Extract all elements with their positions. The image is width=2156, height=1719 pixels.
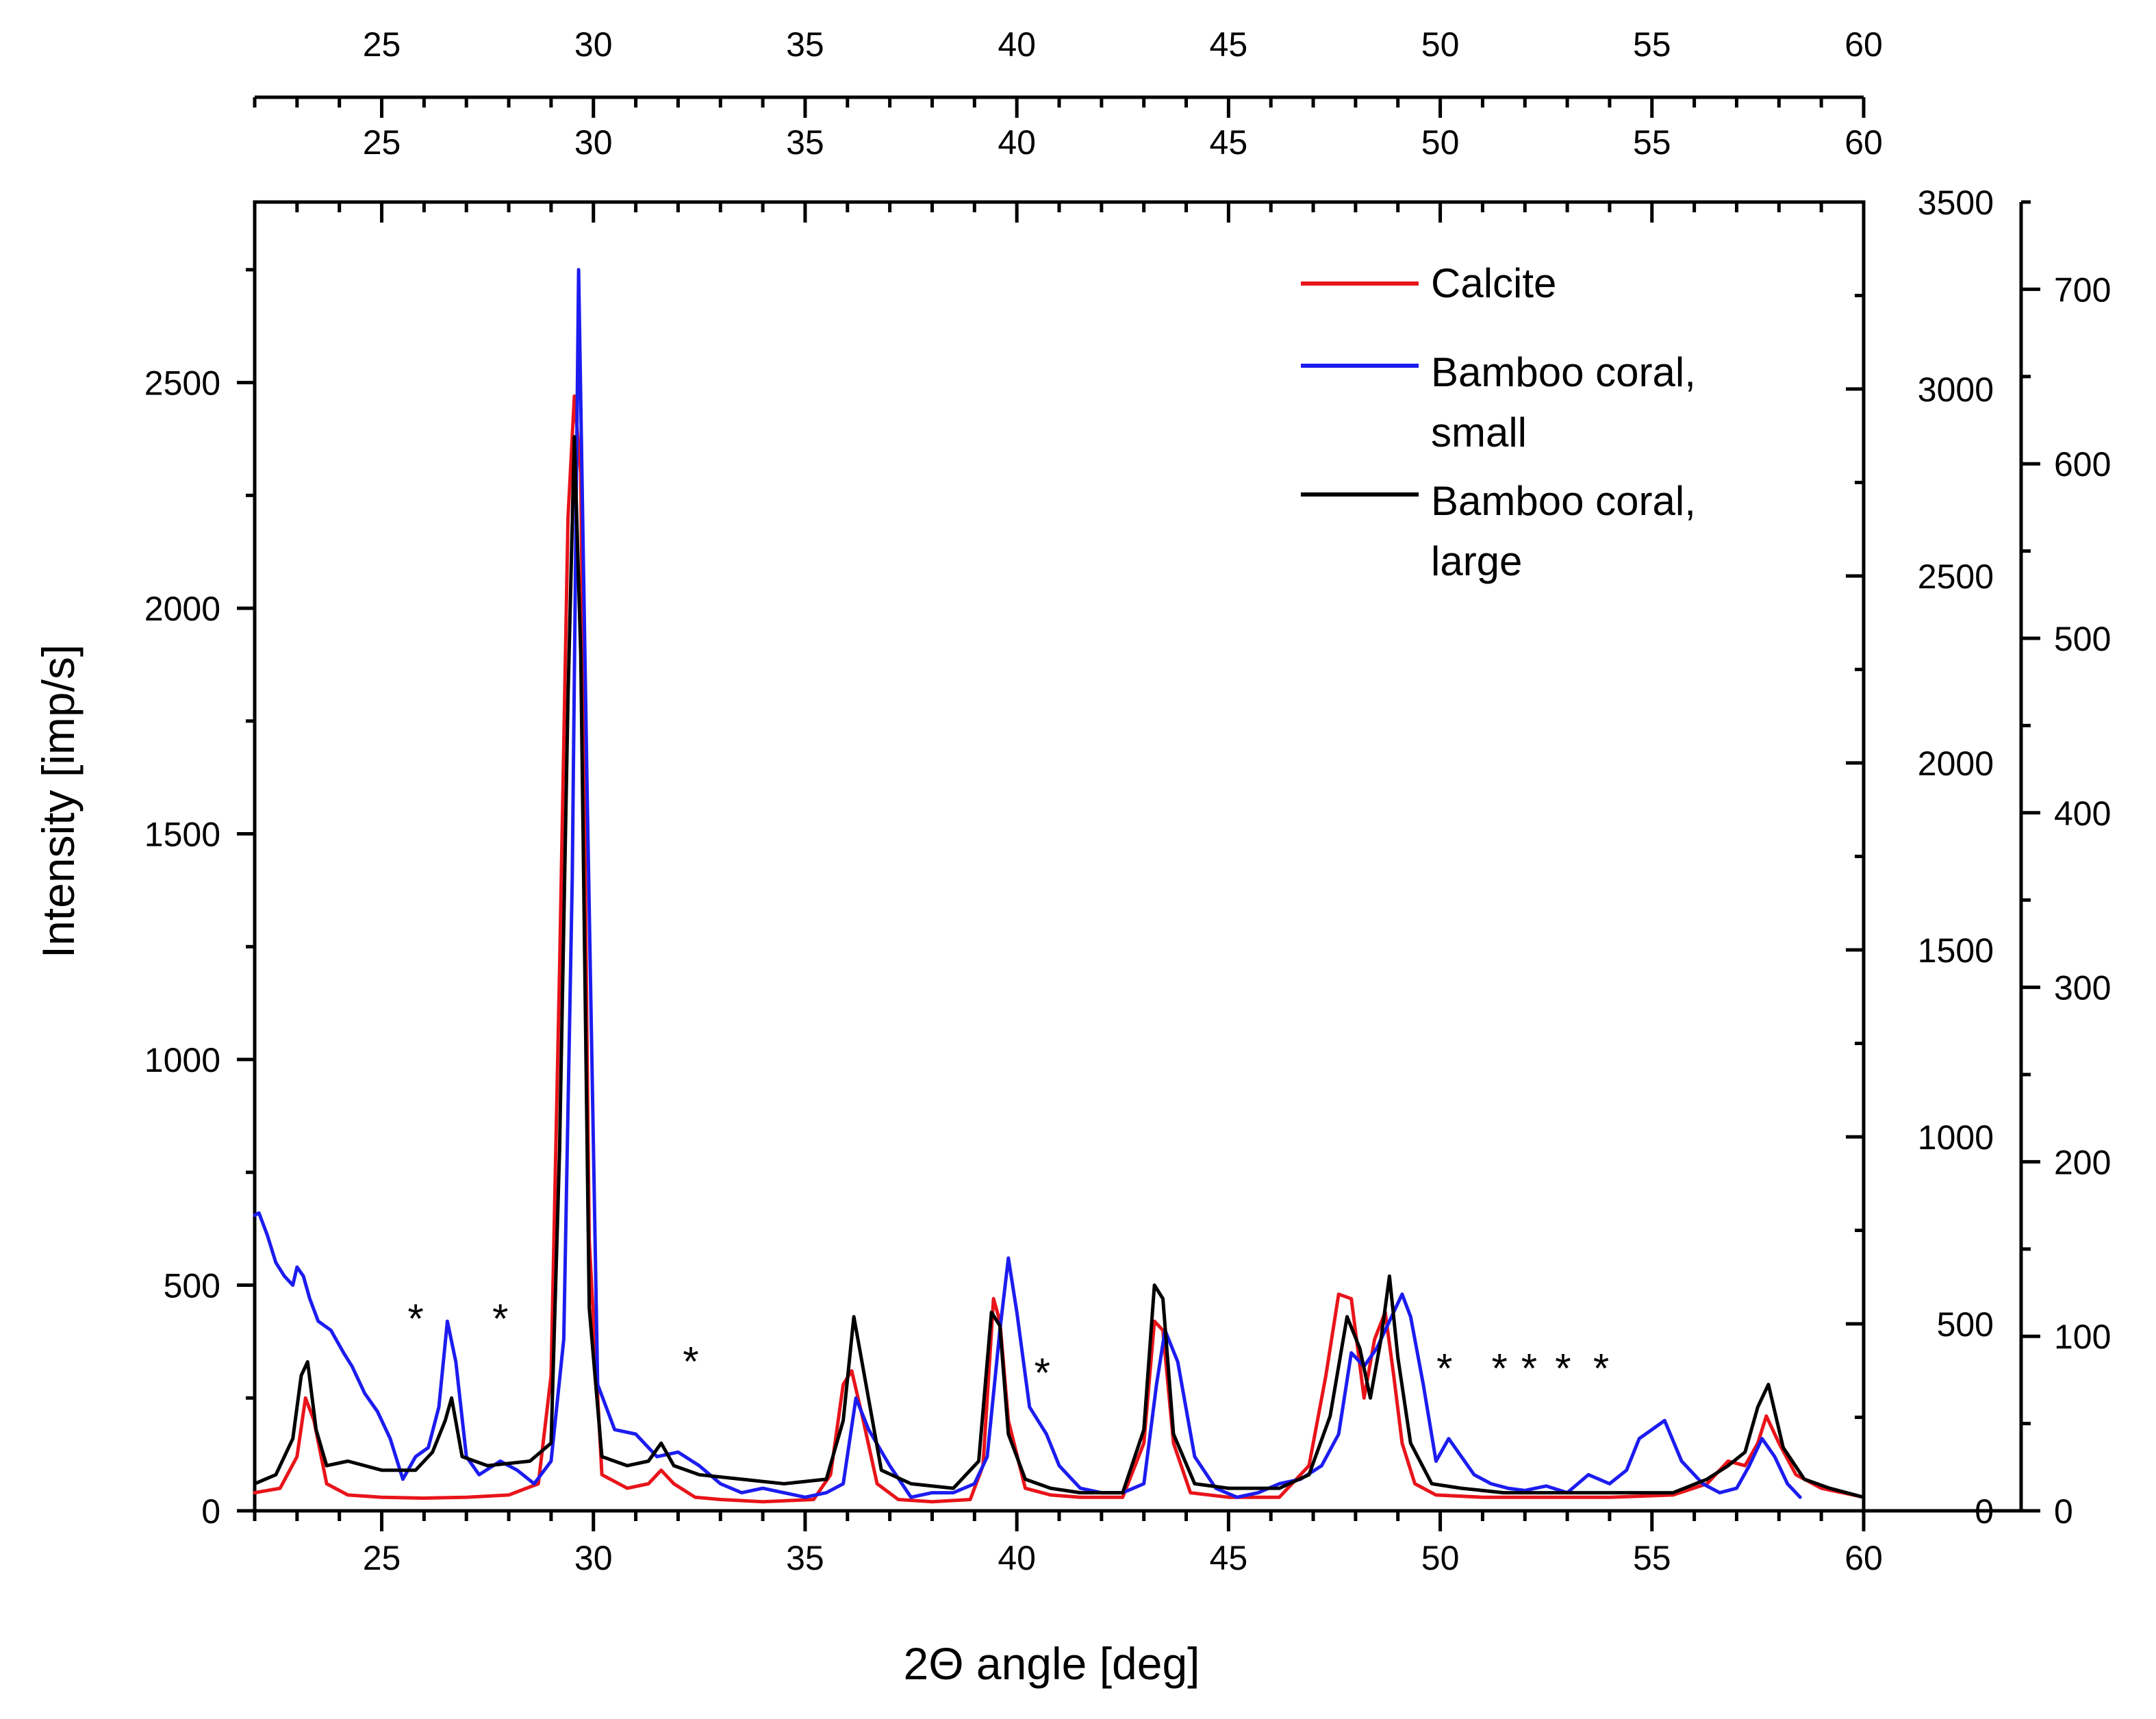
annotations: * * * * * * * * * bbox=[407, 1296, 1609, 1396]
x-tick-label: 25 bbox=[363, 1539, 401, 1577]
y2-tick-label: 3000 bbox=[1918, 371, 1994, 409]
legend-label-calcite: Calcite bbox=[1431, 260, 1556, 306]
legend-label-bamboo-large-line2: large bbox=[1431, 538, 1522, 584]
annotation-asterisk: * bbox=[407, 1296, 423, 1342]
legend-label-bamboo-small-line1: Bamboo coral, bbox=[1431, 349, 1696, 395]
x-tick-label: 35 bbox=[786, 1539, 824, 1577]
data-series bbox=[253, 268, 1866, 1504]
y-tick-label: 0 bbox=[201, 1492, 220, 1531]
x-tick-label-top-inner: 35 bbox=[786, 123, 824, 162]
annotation-asterisk: * bbox=[492, 1296, 508, 1342]
x-tick-label-top: 30 bbox=[574, 25, 613, 64]
x-tick-label-top-inner: 50 bbox=[1421, 123, 1460, 162]
y-tick-label: 1000 bbox=[144, 1041, 220, 1079]
y3-tick-label: 400 bbox=[2054, 794, 2111, 833]
x-tick-label-top: 40 bbox=[998, 25, 1036, 64]
x-tick-label: 45 bbox=[1210, 1539, 1248, 1577]
y3-tick-label: 100 bbox=[2054, 1318, 2111, 1356]
x-tick-label-top-inner: 55 bbox=[1633, 123, 1671, 162]
annotation-asterisk: * bbox=[1593, 1346, 1609, 1392]
x-tick-label-top-inner: 40 bbox=[998, 123, 1036, 162]
y3-tick-label: 700 bbox=[2054, 271, 2111, 309]
x-tick-label: 50 bbox=[1421, 1539, 1460, 1577]
x-tick-label: 55 bbox=[1633, 1539, 1671, 1577]
y2-tick-label: 500 bbox=[1937, 1305, 1994, 1344]
annotation-asterisk: * bbox=[683, 1339, 698, 1385]
y2-tick-label: 1500 bbox=[1918, 931, 1994, 970]
x-tick-label-top: 25 bbox=[363, 25, 401, 64]
y2-tick-label: 0 bbox=[1975, 1492, 1994, 1531]
x-tick-label-top-inner: 60 bbox=[1844, 123, 1883, 162]
y-tick-label: 1500 bbox=[144, 816, 220, 854]
y2-tick-label: 3500 bbox=[1918, 184, 1994, 222]
series-line-bamboo-coral-large bbox=[253, 435, 1866, 1499]
axis-tick-labels: 25 25 25 30 30 30 35 35 35 40 40 40 45 45 45 50 50 50 55 55… bbox=[144, 25, 2111, 1577]
x-tick-label: 40 bbox=[998, 1539, 1036, 1577]
y-tick-label: 2500 bbox=[144, 364, 220, 403]
y3-tick-label: 500 bbox=[2054, 620, 2111, 658]
y3-tick-label: 300 bbox=[2054, 969, 2111, 1007]
y3-tick-label: 0 bbox=[2054, 1492, 2073, 1531]
x-tick-label: 30 bbox=[574, 1539, 613, 1577]
legend: Calcite Bamboo coral, small Bamboo coral… bbox=[1301, 260, 1696, 584]
y3-tick-label: 600 bbox=[2054, 445, 2111, 484]
legend-label-bamboo-small-line2: small bbox=[1431, 410, 1527, 455]
x-tick-label-top: 60 bbox=[1844, 25, 1883, 64]
x-tick-label-top-inner: 45 bbox=[1210, 123, 1248, 162]
y-tick-label: 500 bbox=[164, 1267, 220, 1305]
y-tick-label: 2000 bbox=[144, 590, 220, 628]
y2-tick-label: 1000 bbox=[1918, 1118, 1994, 1157]
annotation-asterisk: * bbox=[1521, 1346, 1537, 1392]
x-tick-label-top: 55 bbox=[1633, 25, 1671, 64]
x-axis-title: 2Θ angle [deg] bbox=[904, 1638, 1200, 1689]
y2-tick-label: 2500 bbox=[1918, 557, 1994, 596]
x-tick-label: 60 bbox=[1844, 1539, 1883, 1577]
y3-tick-label: 200 bbox=[2054, 1143, 2111, 1181]
x-tick-label-top-inner: 25 bbox=[363, 123, 401, 162]
annotation-asterisk: * bbox=[1436, 1346, 1452, 1392]
x-tick-label-top: 50 bbox=[1421, 25, 1460, 64]
legend-label-bamboo-large-line1: Bamboo coral, bbox=[1431, 478, 1696, 524]
axis-ticks bbox=[237, 97, 2040, 1531]
x-tick-label-top: 45 bbox=[1210, 25, 1248, 64]
series-line-bamboo-coral-small bbox=[253, 268, 1802, 1499]
x-tick-label-top: 35 bbox=[786, 25, 824, 64]
annotation-asterisk: * bbox=[1035, 1350, 1050, 1396]
annotation-asterisk: * bbox=[1491, 1346, 1507, 1392]
x-tick-label-top-inner: 30 bbox=[574, 123, 613, 162]
annotation-asterisk: * bbox=[1555, 1346, 1571, 1392]
y-axis-title: Intensity [imp/s] bbox=[33, 644, 84, 959]
y2-tick-label: 2000 bbox=[1918, 744, 1994, 783]
